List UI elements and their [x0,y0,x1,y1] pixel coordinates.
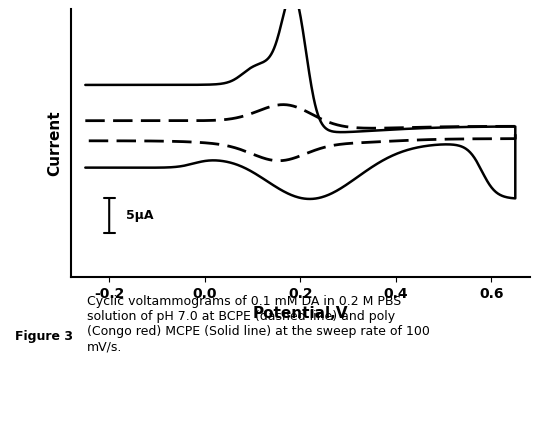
Y-axis label: Current: Current [48,110,63,176]
Text: 5μA: 5μA [126,209,153,222]
Text: Cyclic voltammograms of 0.1 mM DA in 0.2 M PBS
solution of pH 7.0 at BCPE (dashe: Cyclic voltammograms of 0.1 mM DA in 0.2… [87,295,430,353]
Text: Figure 3: Figure 3 [15,330,73,343]
X-axis label: Potential,V: Potential,V [253,306,348,321]
